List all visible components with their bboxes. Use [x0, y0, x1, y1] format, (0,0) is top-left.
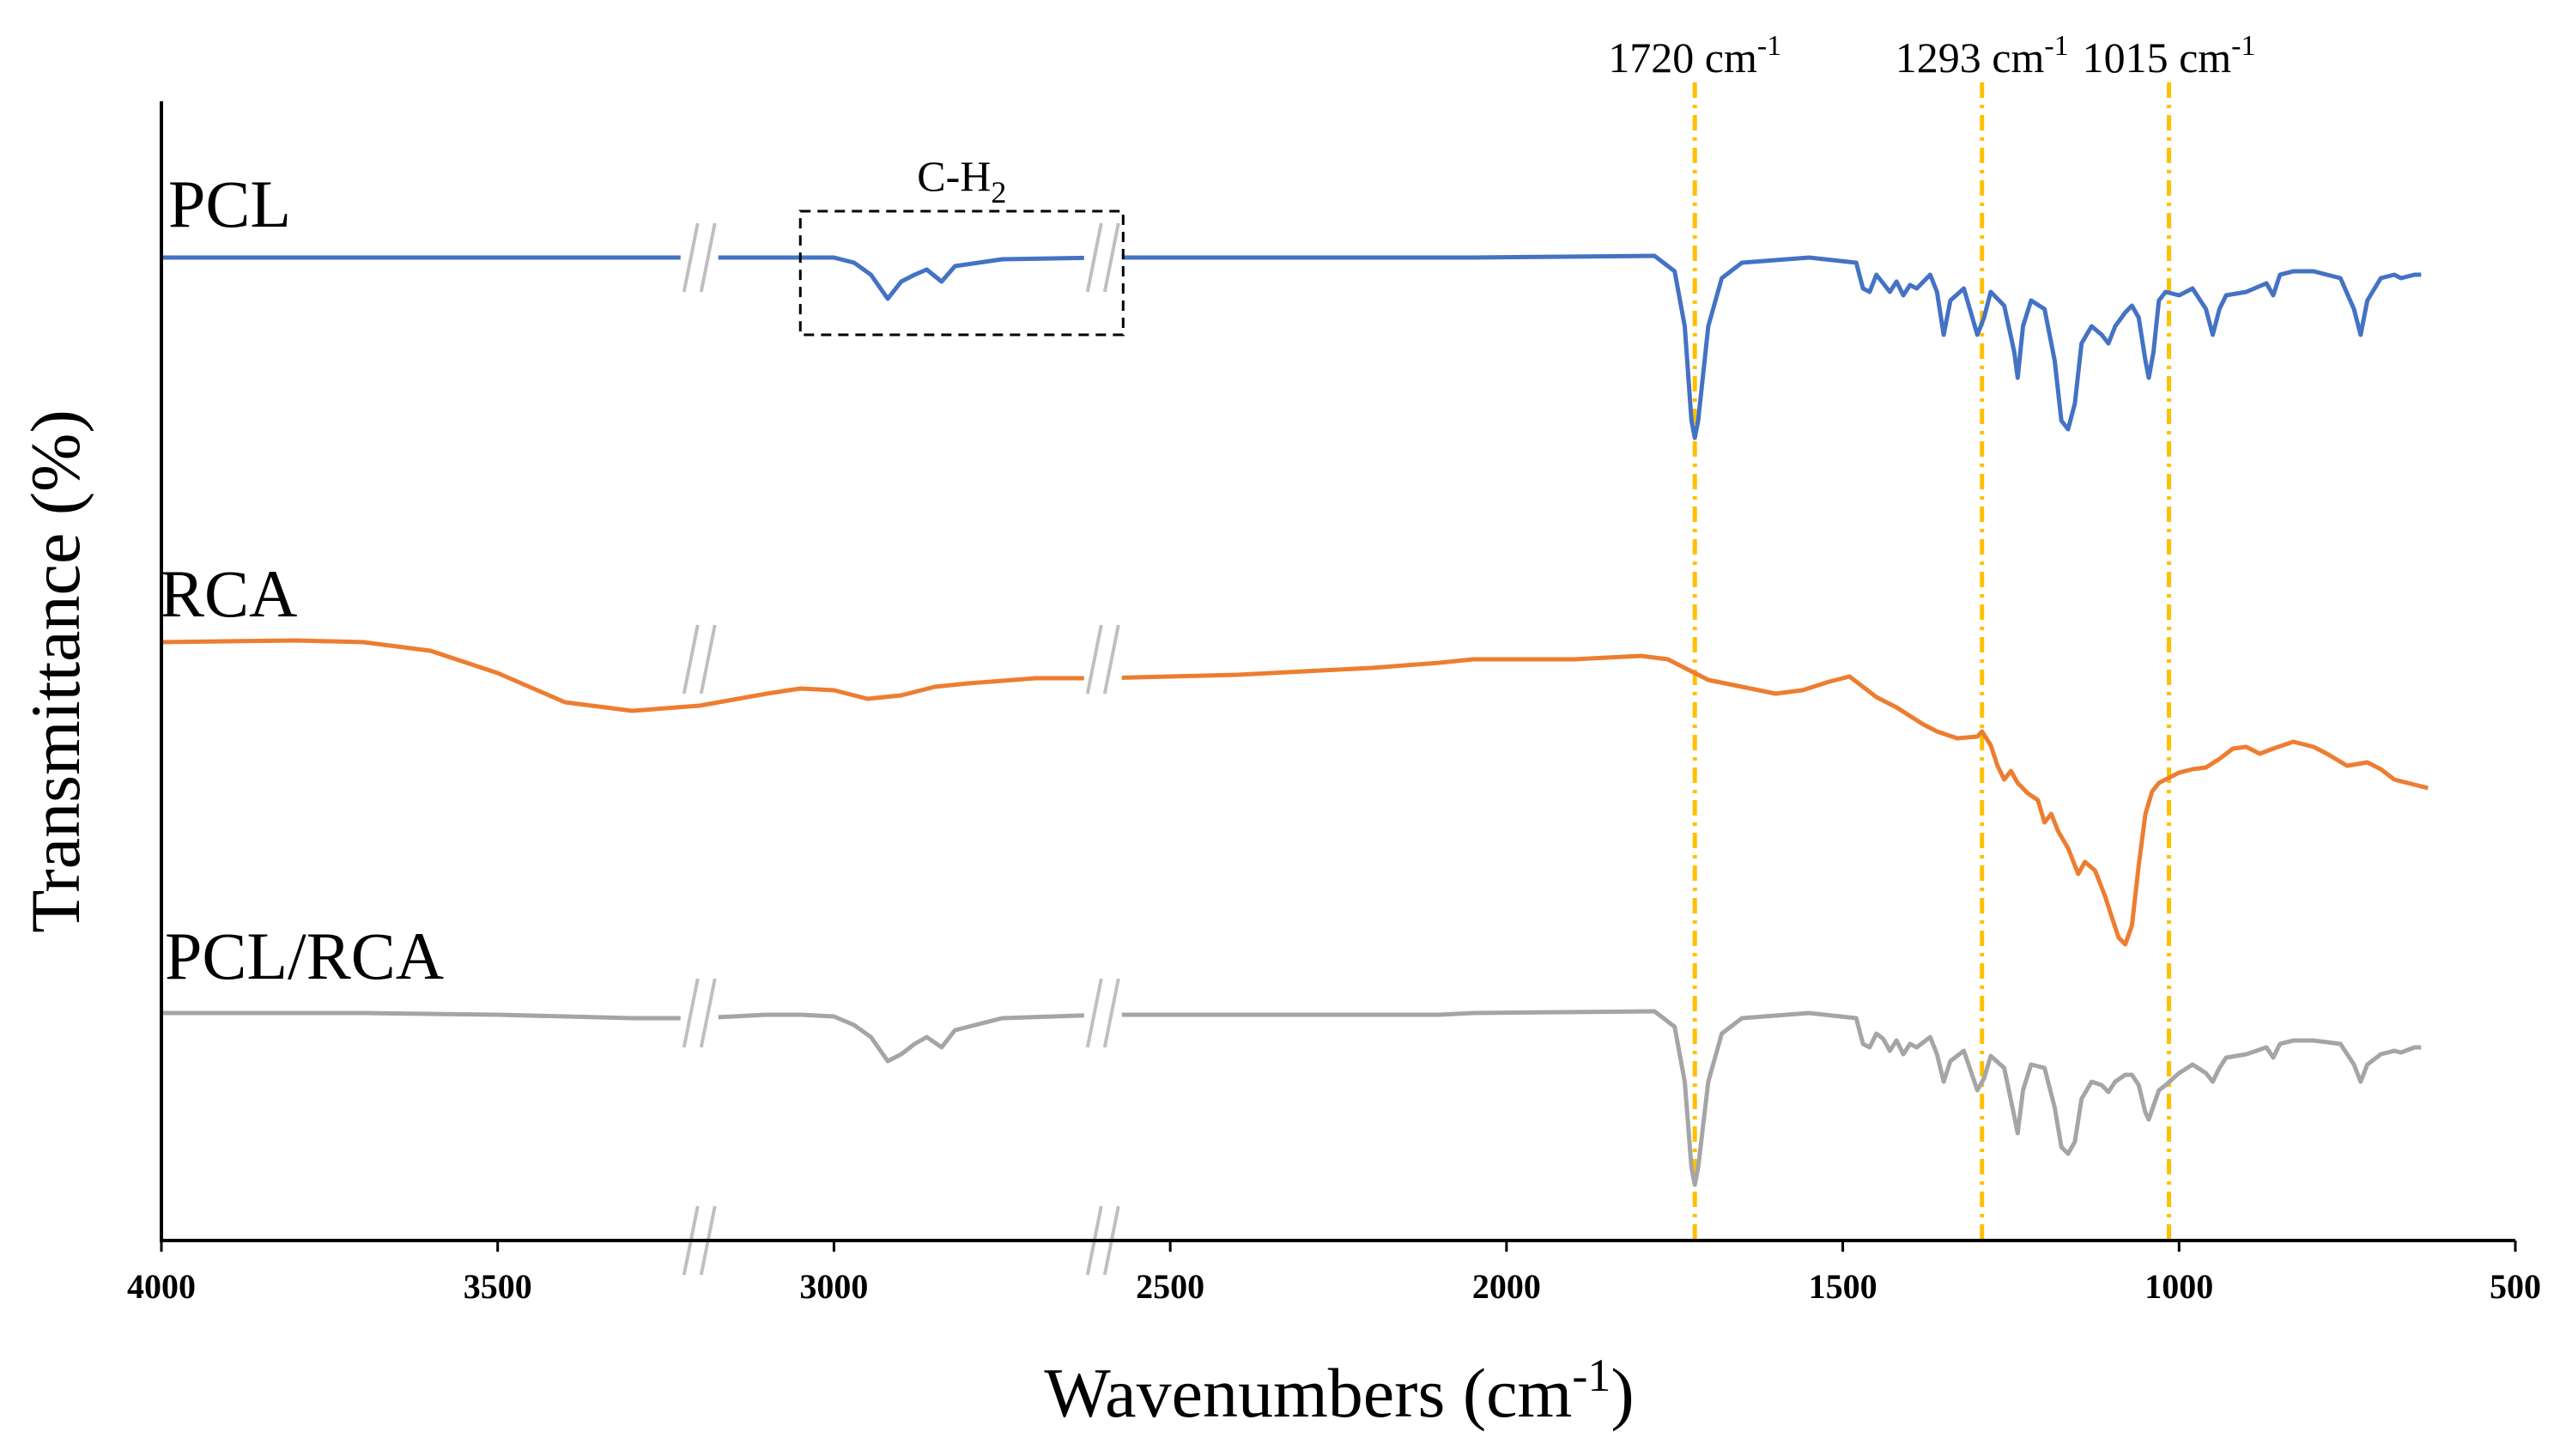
axis-break-slash [699, 624, 717, 695]
x-tick-label: 500 [2490, 1267, 2541, 1306]
x-tick-label: 3000 [799, 1267, 868, 1306]
series-label-pcl-rca: PCL/RCA [165, 919, 444, 993]
axis-break-slash [1102, 222, 1120, 293]
series-group [161, 253, 2429, 1187]
series-line-pcl-rca [161, 1009, 2422, 1187]
series-label-rca: RCA [160, 556, 297, 631]
y-axis-title: Transmittance (%) [16, 410, 94, 933]
x-tick-label: 1000 [2144, 1267, 2213, 1306]
x-tick-label: 2500 [1136, 1267, 1204, 1306]
peak-marker-label: 1293 cm-1 [1896, 30, 2069, 82]
axis-break-slash [1085, 978, 1103, 1048]
axis-break-slash [1102, 624, 1120, 695]
x-tick-label: 4000 [127, 1267, 196, 1306]
axis-break-slash [682, 222, 700, 293]
axis-break-slash [1085, 624, 1103, 695]
axis-break-slash [682, 624, 700, 695]
peak-marker-label: 1720 cm-1 [1608, 30, 1781, 82]
series-line-rca [161, 638, 2429, 947]
x-tick-label: 2000 [1472, 1267, 1541, 1306]
axis-break-slash [1102, 978, 1120, 1048]
ch2-annotation-box [798, 209, 1125, 337]
axis-break-slash [699, 978, 717, 1048]
x-axis-title: Wavenumbers (cm-1) [1044, 1350, 1634, 1432]
series-line-pcl [161, 253, 2422, 440]
x-tick-label: 1500 [1809, 1267, 1877, 1306]
series-label-pcl: PCL [168, 167, 291, 241]
axis-break-slash [1085, 222, 1103, 293]
x-tick-label: 3500 [464, 1267, 532, 1306]
ch2-annotation-label: C-H2 [917, 152, 1006, 209]
axis-break-slash [682, 978, 700, 1048]
axis-break-group [680, 221, 1122, 1277]
axis-break-slash [699, 222, 717, 293]
x-tick-group: 4000 3500 3000 2500 2000 1500 1000 500 [127, 1241, 2541, 1306]
peak-marker-label: 1015 cm-1 [2083, 30, 2256, 82]
peak-marker-group: 1720 cm-1 1293 cm-1 1015 cm-1 [1608, 30, 2255, 1241]
